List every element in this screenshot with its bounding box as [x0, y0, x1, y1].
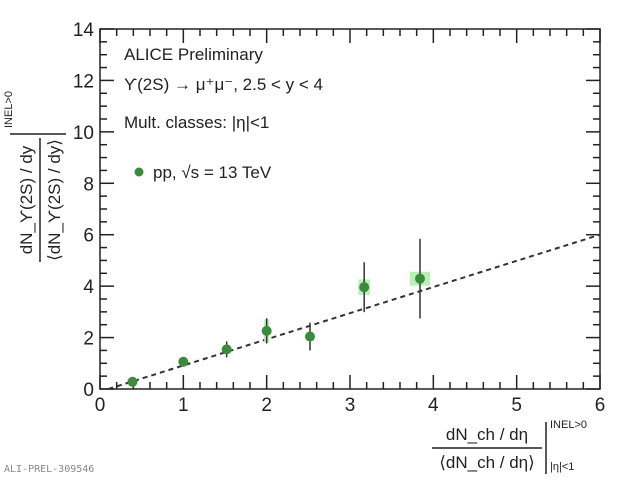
data-marker: [221, 344, 232, 355]
reference-line: [108, 233, 601, 390]
x-tick-label: 3: [345, 395, 356, 416]
data-marker: [305, 331, 315, 342]
data-point: [178, 356, 189, 367]
y-axis-title: dN_ϒ(2S) / dy ⟨dN_ϒ(2S) / dy⟩ INEL>0: [3, 91, 66, 262]
y-title-numerator: dN_ϒ(2S) / dy: [17, 145, 36, 254]
legend-label: pp, √s = 13 TeV: [153, 163, 272, 182]
y-tick-label: 4: [83, 277, 94, 298]
x-axis-title: dN_ch / dη ⟨dN_ch / dη⟩ INEL>0 |η|<1: [432, 419, 587, 474]
y-tick-label: 14: [73, 20, 95, 41]
legend-marker: [134, 167, 144, 177]
x-tick-label: 0: [95, 395, 106, 416]
x-tick-label: 4: [428, 395, 439, 416]
data-points: [127, 238, 430, 387]
x-tick-label: 2: [261, 395, 272, 416]
x-tick-label: 6: [595, 395, 606, 416]
y-tick-label: 6: [83, 226, 94, 247]
data-point: [127, 376, 138, 387]
x-tick-label: 5: [511, 395, 522, 416]
data-point: [221, 341, 232, 358]
y-tick-label: 0: [83, 380, 94, 401]
process-label: ϒ(2S) → μ⁺μ⁻, 2.5 < y < 4: [124, 75, 323, 94]
mult-label: Mult. classes: |η|<1: [124, 113, 269, 132]
data-point: [410, 238, 430, 319]
y-tick-label: 10: [73, 123, 94, 144]
y-tick-label: 8: [83, 174, 94, 195]
watermark: ALI-PREL-309546: [4, 464, 94, 475]
collab-label: ALICE Preliminary: [124, 45, 263, 64]
data-marker: [261, 325, 272, 336]
data-marker: [178, 356, 189, 367]
x-title-denominator: ⟨dN_ch / dη⟩: [439, 453, 534, 472]
data-point: [261, 318, 272, 344]
data-point: [358, 262, 370, 313]
plot-frame: [99, 28, 601, 390]
x-title-sub: |η|<1: [550, 461, 574, 473]
y-title-sup: INEL>0: [3, 91, 15, 128]
data-marker: [127, 376, 138, 387]
y-title-denominator: ⟨dN_ϒ(2S) / dy⟩: [45, 139, 64, 261]
y-tick-label: 12: [73, 71, 94, 92]
data-point: [305, 322, 315, 351]
data-marker: [359, 282, 370, 293]
y-tick-label: 2: [83, 329, 94, 350]
data-marker: [415, 273, 425, 284]
x-title-sup: INEL>0: [550, 419, 587, 431]
x-tick-label: 1: [178, 395, 189, 416]
x-title-numerator: dN_ch / dη: [446, 425, 528, 444]
